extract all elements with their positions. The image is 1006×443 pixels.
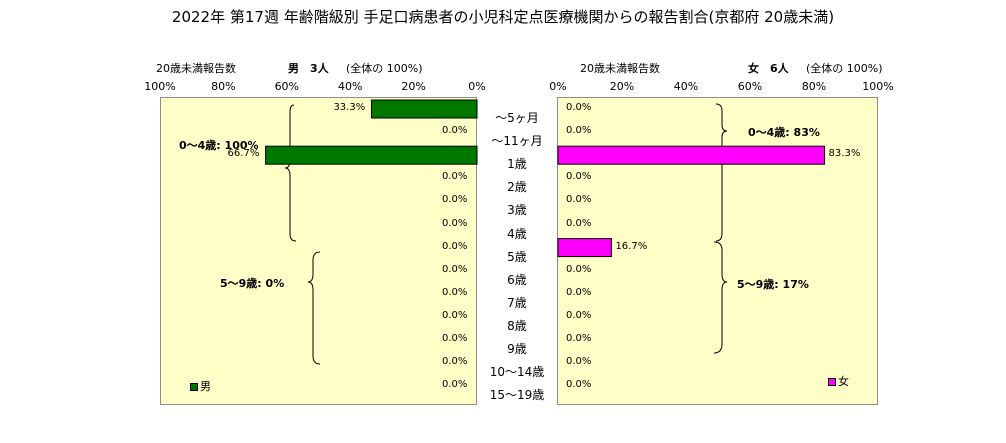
female-tick-label: 80% (801, 80, 827, 93)
male-tick-label: 100% (144, 80, 176, 93)
female-value-label: 16.7% (615, 240, 648, 252)
female-tick-label: 40% (673, 80, 699, 93)
male-value-label: 0.0% (442, 171, 468, 183)
chart-title: 2022年 第17週 年齢階級別 手足口病患者の小児科定点医療機関からの報告割合… (171, 8, 835, 26)
female-value-label: 0.0% (566, 333, 592, 344)
male-bar (265, 145, 478, 165)
male-header-label: 20歳未満報告数 (156, 62, 236, 75)
male-value-label: 0.0% (442, 309, 468, 321)
female-bar (557, 145, 826, 165)
female-count: 6人 (770, 62, 789, 75)
age-category-label: 10～14歳 (489, 365, 545, 380)
age-category-label: ～5ヶ月 (495, 111, 539, 125)
male-header-sex: 男 (288, 60, 299, 76)
male-value-label: 0.0% (442, 194, 468, 206)
female-bar (557, 238, 612, 258)
female-value-label: 0.0% (566, 171, 592, 183)
female-value-label: 0.0% (566, 125, 592, 137)
male-tick-label: 40% (337, 80, 363, 93)
male-value-label: 0.0% (442, 263, 468, 275)
age-category-label: 5歳 (507, 249, 527, 264)
male-legend-label: 男 (200, 380, 211, 393)
male-value-label: 0.0% (442, 356, 468, 368)
male-sex: 男 (288, 62, 299, 75)
age-category-label: ～11ヶ月 (491, 134, 543, 149)
male-value-label: 0.0% (442, 240, 468, 252)
male-tick-label: 0% (468, 80, 486, 93)
male-value-label: 66.7% (227, 148, 260, 160)
male-tick-label: 60% (274, 80, 300, 93)
female-header-sex: 女 (748, 60, 759, 76)
female-0-4-brace (715, 103, 728, 242)
male-value-label: 0.0% (442, 333, 468, 344)
female-value-label: 0.0% (566, 217, 592, 229)
age-category-label: 1歳 (507, 157, 527, 172)
male-header-share: (全体の 100%) (346, 62, 423, 75)
female-legend: 女 (828, 373, 849, 389)
male-value-label: 0.0% (442, 379, 468, 391)
male-group-0-4-label: 0～4歳: 100% (179, 139, 259, 152)
male-value-label: 33.3% (333, 102, 366, 113)
female-value-label: 0.0% (566, 309, 592, 321)
age-category-label: 3歳 (507, 203, 527, 218)
female-value-label: 0.0% (566, 263, 592, 275)
male-value-label: 0.0% (442, 217, 468, 229)
female-value-label: 0.0% (566, 379, 592, 391)
age-category-label: 9歳 (507, 342, 527, 356)
male-count: 3人 (310, 62, 329, 75)
female-legend-label: 女 (838, 375, 849, 388)
female-tick-label: 100% (862, 80, 894, 93)
female-tick-label: 20% (609, 80, 635, 93)
age-category-label: 15～19歳 (489, 388, 545, 403)
male-group-5-9-label: 5～9歳: 0% (220, 277, 285, 290)
female-value-label: 0.0% (566, 102, 592, 113)
female-sex: 女 (748, 62, 759, 75)
age-category-label: 6歳 (507, 272, 527, 287)
female-tick-label: 0% (549, 80, 567, 93)
female-header-share: (全体の 100%) (806, 62, 883, 75)
age-category-label: 2歳 (507, 180, 527, 195)
female-value-label: 0.0% (566, 356, 592, 368)
female-legend-swatch (828, 378, 836, 386)
male-header-count: 3人 (310, 60, 329, 76)
age-category-label: 4歳 (507, 226, 527, 241)
female-tick-label: 60% (737, 80, 763, 93)
male-legend: 男 (190, 378, 211, 394)
male-value-label: 0.0% (442, 125, 468, 137)
age-category-label: 8歳 (507, 318, 527, 333)
male-tick-label: 80% (211, 80, 236, 93)
male-value-label: 0.0% (442, 286, 468, 298)
male-0-4-brace (284, 104, 297, 242)
female-group-0-4-label: 0～4歳: 83% (748, 126, 820, 139)
female-header-label: 20歳未満報告数 (580, 62, 660, 75)
female-group-5-9-label: 5～9歳: 17% (737, 278, 809, 291)
female-header-count: 6人 (770, 60, 789, 76)
female-value-label: 83.3% (828, 148, 861, 160)
female-value-label: 0.0% (566, 286, 592, 298)
female-5-9-brace (713, 241, 728, 354)
male-5-9-brace (307, 251, 321, 365)
male-tick-label: 20% (401, 80, 426, 93)
age-category-label: 7歳 (507, 295, 527, 310)
male-legend-swatch (190, 383, 198, 391)
female-value-label: 0.0% (566, 194, 592, 206)
male-bar (370, 99, 478, 119)
